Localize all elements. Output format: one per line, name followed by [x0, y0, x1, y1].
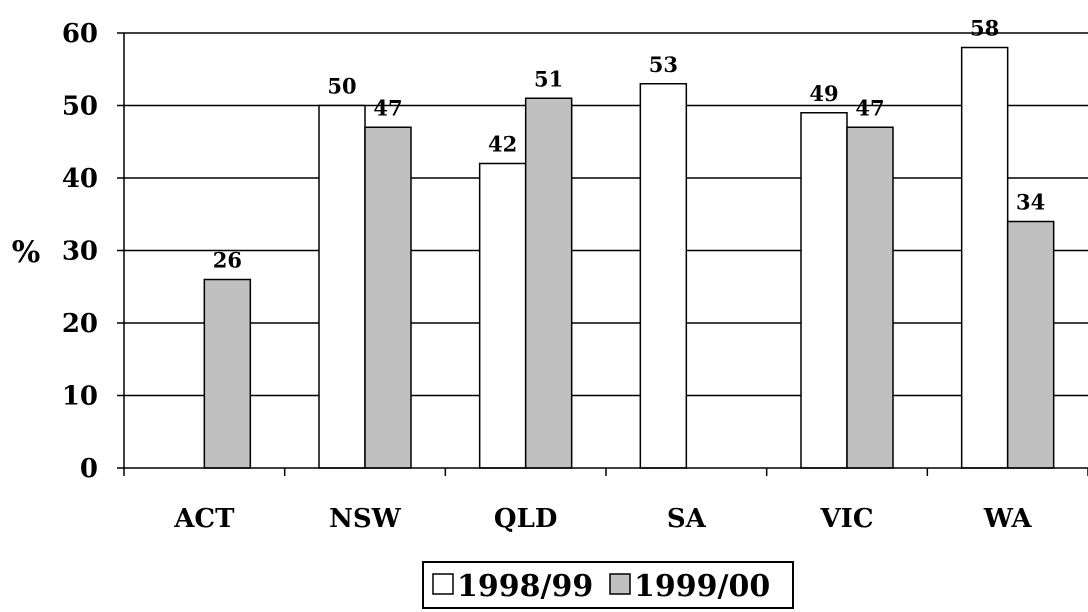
- data-label: 53: [649, 52, 678, 77]
- x-category-label: QLD: [494, 504, 557, 534]
- legend-label-1998-99: 1998/99: [457, 569, 593, 604]
- gridlines: [124, 32, 1088, 397]
- y-tick-label: 40: [62, 164, 98, 194]
- bar-1998-99-WA: [960, 46, 1009, 469]
- y-tick-label: 20: [62, 309, 98, 339]
- y-tick-label: 50: [62, 92, 98, 122]
- data-label: 50: [327, 74, 356, 99]
- legend-box: [422, 561, 794, 609]
- bar-1999-00-NSW: [364, 126, 412, 469]
- x-category-label: WA: [983, 504, 1033, 534]
- data-labels: 50 42 53 49 58 26 47 51 47 34: [213, 16, 1046, 273]
- y-axis: 0 10 20 30 40 50 60: [62, 19, 125, 484]
- x-category-label: VIC: [819, 504, 873, 534]
- data-label: 51: [534, 66, 563, 91]
- data-label: 47: [373, 95, 402, 120]
- data-label: 58: [970, 16, 999, 41]
- y-axis-label: %: [12, 235, 41, 270]
- bar-1999-00-QLD: [524, 97, 573, 469]
- bar-1998-99-NSW: [318, 104, 366, 469]
- data-label: 49: [809, 81, 838, 106]
- x-axis: ACT NSW QLD SA VIC WA: [123, 467, 1088, 534]
- legend-label-1999-00: 1999/00: [634, 569, 770, 604]
- legend-swatch-1999-00: [609, 573, 631, 595]
- y-tick-label: 10: [62, 382, 98, 412]
- data-label: 42: [488, 132, 517, 157]
- bar-1998-99-VIC: [800, 112, 848, 469]
- y-tick-label: 0: [80, 454, 98, 484]
- y-tick-label: 60: [62, 19, 98, 49]
- y-tick-label: 30: [62, 237, 98, 267]
- legend-swatch-1998-99: [432, 573, 454, 595]
- bar-1999-00-ACT: [203, 278, 252, 469]
- bar-1999-00-WA: [1006, 220, 1055, 469]
- x-category-label: NSW: [329, 504, 402, 534]
- x-category-label: SA: [667, 504, 707, 534]
- bar-1999-00-VIC: [846, 126, 894, 469]
- legend: 1998/99 1999/00: [422, 561, 794, 609]
- data-label: 26: [213, 248, 242, 273]
- x-category-label: ACT: [173, 504, 235, 534]
- bars: [203, 46, 1055, 469]
- bar-1998-99-QLD: [478, 162, 527, 469]
- data-label: 47: [855, 95, 884, 120]
- data-label: 34: [1016, 190, 1045, 215]
- bar-1998-99-SA: [639, 83, 688, 469]
